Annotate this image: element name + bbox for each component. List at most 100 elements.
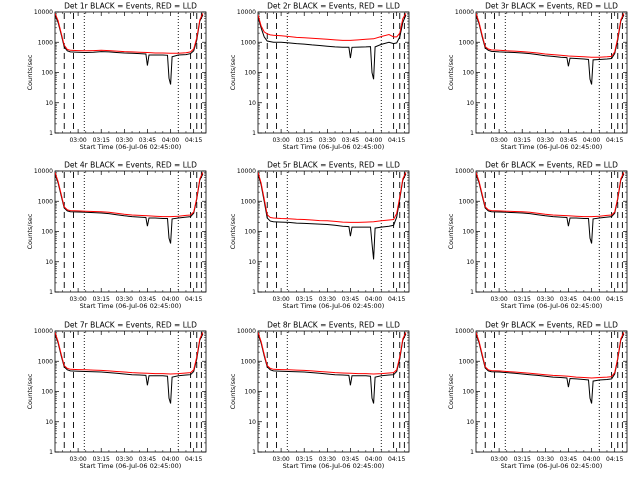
x-tick-label: 04:00 [162,296,179,303]
x-tick-label: 03:00 [490,456,507,463]
y-tick-label: 1000 [241,39,256,46]
lld-series-line [55,332,204,375]
x-tick-label: 03:45 [560,296,577,303]
x-tick-label: 03:15 [93,137,110,144]
x-axis-label: Start Time (06-Jul-06 02:45:00) [80,143,182,151]
plot-frame [257,11,410,134]
x-tick-label: 04:00 [365,456,382,463]
x-tick-label: 03:00 [490,137,507,144]
x-tick-label: 03:45 [139,296,156,303]
x-tick-label: 03:30 [537,296,554,303]
panel-2: Det 2r BLACK = Events, RED = LLD 1 10 100 10… [229,2,410,151]
y-tick-label: 10 [45,100,53,107]
plot-frame [475,170,628,293]
panel-1: Det 1r BLACK = Events, RED = LLD 1 10 100 10… [26,2,207,151]
x-tick-label: 03:30 [319,296,336,303]
x-tick-label: 03:45 [560,137,577,144]
x-tick-label: 03:30 [319,456,336,463]
y-tick-label: 1 [470,130,474,137]
y-tick-label: 100 [42,389,54,396]
x-tick-label: 03:45 [139,137,156,144]
y-tick-label: 1 [470,449,474,456]
x-tick-label: 04:15 [606,296,623,303]
y-tick-label: 10 [248,419,256,426]
y-axis-label: Counts/sec [447,213,455,249]
y-tick-label: 10 [45,419,53,426]
plot-frame [475,330,628,453]
events-series-line [258,333,407,404]
plot-frame [257,170,410,293]
x-tick-label: 04:15 [606,137,623,144]
y-tick-label: 10 [248,259,256,266]
y-tick-label: 1 [252,289,256,296]
panel-9: Det 9r BLACK = Events, RED = LLD 1 10 100 10… [447,321,628,470]
x-axis-label: Start Time (06-Jul-06 02:45:00) [283,302,385,310]
x-tick-label: 03:00 [272,456,289,463]
x-axis-label: Start Time (06-Jul-06 02:45:00) [283,143,385,151]
x-tick-label: 03:00 [490,296,507,303]
y-tick-label: 10 [248,100,256,107]
y-tick-label: 100 [463,70,475,77]
x-axis-label: Start Time (06-Jul-06 02:45:00) [80,302,182,310]
x-axis-label: Start Time (06-Jul-06 02:45:00) [80,462,182,470]
x-tick-label: 03:30 [319,137,336,144]
x-tick-label: 04:00 [162,456,179,463]
x-tick-label: 03:15 [296,137,313,144]
y-tick-label: 1000 [38,358,53,365]
plot-frame [54,170,207,293]
lld-series-line [55,13,204,54]
panel-title: Det 8r BLACK = Events, RED = LLD [267,321,400,330]
x-tick-label: 03:15 [93,456,110,463]
x-tick-label: 04:15 [185,137,202,144]
x-tick-label: 04:00 [365,137,382,144]
y-tick-label: 1 [49,289,53,296]
y-tick-label: 10000 [34,328,53,335]
panel-title: Det 4r BLACK = Events, RED = LLD [64,161,197,170]
x-axis-label: Start Time (06-Jul-06 02:45:00) [501,462,603,470]
y-tick-label: 1000 [459,39,474,46]
events-series-line [258,173,407,260]
x-tick-label: 04:00 [583,137,600,144]
x-tick-label: 03:45 [139,456,156,463]
events-series-line [476,173,625,244]
y-tick-label: 1 [49,449,53,456]
events-series-line [476,333,625,404]
x-tick-label: 03:00 [69,456,86,463]
x-tick-label: 03:30 [537,137,554,144]
y-tick-label: 1000 [241,358,256,365]
x-tick-label: 04:00 [583,456,600,463]
panel-title: Det 3r BLACK = Events, RED = LLD [485,2,618,11]
panel-8: Det 8r BLACK = Events, RED = LLD 1 10 100 10… [229,321,410,470]
x-tick-label: 04:15 [185,296,202,303]
lld-series-line [55,172,204,218]
y-tick-label: 10000 [237,328,256,335]
x-tick-label: 03:15 [93,296,110,303]
panel-5: Det 5r BLACK = Events, RED = LLD 1 10 100 10… [229,161,410,310]
events-series-line [55,14,204,85]
lld-series-line [476,172,625,218]
y-tick-label: 1000 [459,358,474,365]
x-tick-label: 03:15 [514,296,531,303]
y-tick-label: 10000 [237,9,256,16]
y-tick-label: 100 [42,229,54,236]
plot-frame [475,11,628,134]
x-tick-label: 03:00 [69,296,86,303]
plot-frame [257,330,410,453]
panel-7: Det 7r BLACK = Events, RED = LLD 1 10 100 10… [26,321,207,470]
y-axis-label: Counts/sec [229,213,237,249]
panel-title: Det 2r BLACK = Events, RED = LLD [267,2,400,11]
y-tick-label: 1000 [38,198,53,205]
panel-4: Det 4r BLACK = Events, RED = LLD 1 10 100 10… [26,161,207,310]
y-tick-label: 100 [245,70,257,77]
x-tick-label: 03:30 [537,456,554,463]
x-tick-label: 03:30 [116,456,133,463]
panel-title: Det 9r BLACK = Events, RED = LLD [485,321,618,330]
panel-title: Det 1r BLACK = Events, RED = LLD [64,2,197,11]
plot-frame [54,11,207,134]
x-tick-label: 04:00 [162,137,179,144]
panel-6: Det 6r BLACK = Events, RED = LLD 1 10 100 10… [447,161,628,310]
x-tick-label: 03:45 [560,456,577,463]
x-tick-label: 04:15 [185,456,202,463]
y-tick-label: 1 [49,130,53,137]
